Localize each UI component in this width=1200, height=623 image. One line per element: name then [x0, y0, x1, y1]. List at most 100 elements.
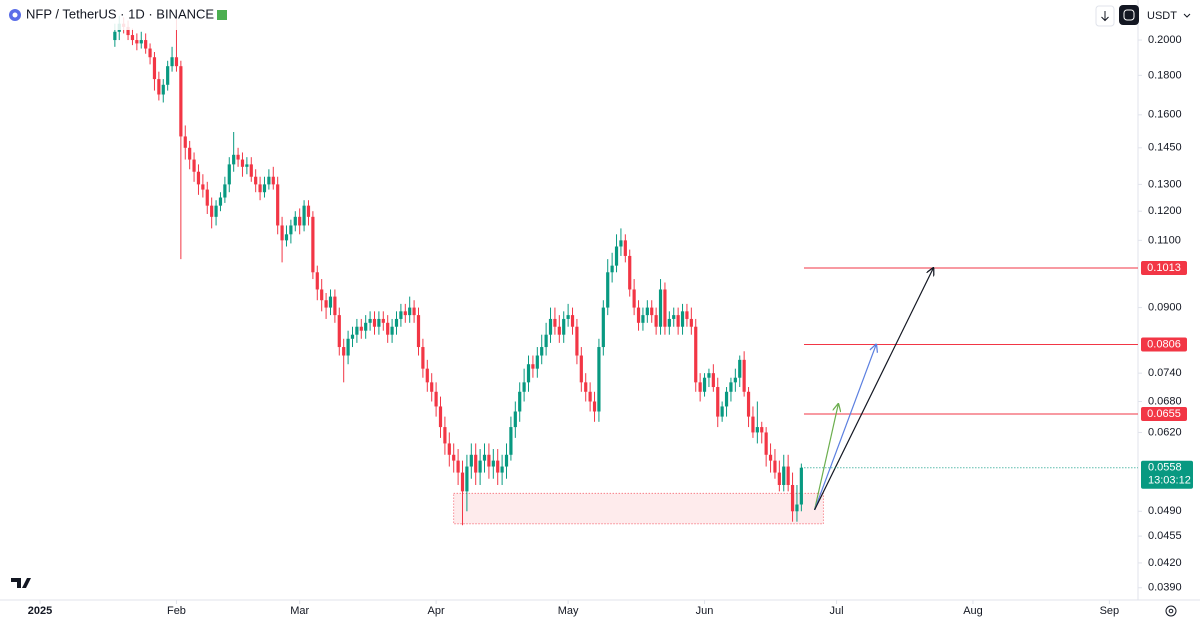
candle-body [359, 326, 363, 331]
settings-icon[interactable] [1165, 605, 1177, 617]
candle-body [482, 454, 487, 461]
y-tick-label: 0.0455 [1148, 530, 1182, 542]
candle-body [236, 154, 240, 160]
candle-body [188, 147, 192, 160]
candle-body [790, 484, 795, 512]
x-tick-label: May [558, 605, 579, 617]
candle-body [623, 240, 627, 256]
candle-body [755, 427, 759, 433]
candle-body [144, 40, 148, 49]
currency: USDT [1147, 10, 1177, 22]
candle-body [592, 401, 597, 412]
candle-body [412, 307, 416, 316]
candle-body [416, 315, 421, 348]
candle-body [786, 466, 790, 485]
level-label: 0.0806 [1147, 338, 1181, 350]
candle-body [720, 406, 724, 417]
last-price-bg [1141, 460, 1193, 489]
candle-body [689, 318, 693, 327]
candle-body [469, 454, 473, 467]
y-tick-label: 0.0420 [1148, 557, 1182, 569]
y-tick-label: 0.0740 [1148, 367, 1182, 379]
candle-body [438, 406, 443, 428]
y-tick-label: 0.1800 [1148, 69, 1182, 81]
candle-body [399, 311, 403, 319]
candle-body [320, 289, 324, 301]
candle-body [645, 307, 649, 316]
candle-body [760, 427, 764, 433]
candle-body [289, 225, 293, 235]
candle-body [672, 315, 676, 319]
candle-body [306, 205, 311, 217]
candle-body [531, 364, 535, 369]
candle-body [650, 307, 654, 316]
candle-body [680, 311, 685, 327]
level-label-bg [1141, 260, 1187, 275]
scale-icon [1123, 9, 1135, 21]
candle-body [474, 454, 478, 473]
candle-body [232, 154, 236, 165]
candle-body [192, 159, 196, 172]
candle-body [751, 416, 755, 433]
candle-body [636, 307, 641, 323]
candle-body [768, 454, 773, 461]
candle-body [267, 176, 271, 185]
candle-body [403, 311, 407, 316]
candle-body [478, 460, 482, 473]
candle-body [390, 326, 394, 335]
candle-body [575, 326, 579, 356]
candle-body [509, 427, 513, 455]
candle-body [676, 315, 680, 327]
y-tick-label: 0.1450 [1148, 142, 1182, 154]
candle-body [113, 31, 117, 41]
scale-button[interactable] [1119, 5, 1139, 25]
candle-body [196, 171, 201, 185]
candle-body [632, 289, 636, 308]
candle-body [284, 234, 289, 241]
candle-body [205, 189, 209, 206]
x-tick-label: Feb [167, 605, 186, 617]
candle-body [179, 66, 183, 137]
x-tick-label: Mar [290, 605, 309, 617]
candle-body [460, 472, 465, 492]
plot-area [113, 15, 1138, 526]
candle-body [738, 359, 742, 378]
candle-body [126, 26, 130, 36]
candle-body [430, 382, 434, 392]
x-tick-label: Jun [696, 605, 714, 617]
y-tick-label: 0.1600 [1148, 109, 1182, 121]
candle-body [606, 272, 610, 308]
y-tick-label: 0.0680 [1148, 395, 1182, 407]
candle-body [183, 136, 187, 148]
candle-body [223, 184, 227, 198]
candle-body [658, 289, 663, 327]
settings[interactable] [1165, 605, 1177, 617]
candle-body [271, 176, 275, 185]
candle-body [702, 377, 707, 392]
x-tick-label: Aug [963, 605, 983, 617]
tv-logo [11, 578, 31, 588]
last-price-label: 0.0558 [1148, 462, 1182, 474]
candle-body [386, 322, 390, 335]
candle-body [456, 460, 460, 473]
candle-body [447, 443, 451, 455]
candle-body [795, 504, 799, 512]
candle-body [513, 411, 517, 428]
symbol-title[interactable]: NFP / TetherUS · 1D · BINANCE [26, 6, 214, 21]
y-tick-label: 0.1100 [1148, 234, 1181, 246]
candle-body [557, 326, 561, 335]
candle-body [302, 205, 306, 226]
x-tick-label: Sep [1100, 605, 1120, 617]
candle-body [619, 240, 623, 247]
candle-body [333, 296, 337, 316]
candle-body [166, 66, 170, 85]
candle-body [799, 467, 803, 505]
candle-body [724, 391, 729, 407]
currency-button[interactable] [1141, 6, 1197, 26]
level-label: 0.1013 [1147, 262, 1181, 274]
toolbar: USDT [1095, 5, 1197, 27]
candle-body [491, 460, 495, 467]
market-status [217, 10, 227, 20]
level-label-bg [1141, 407, 1187, 422]
candle-body [443, 427, 447, 444]
